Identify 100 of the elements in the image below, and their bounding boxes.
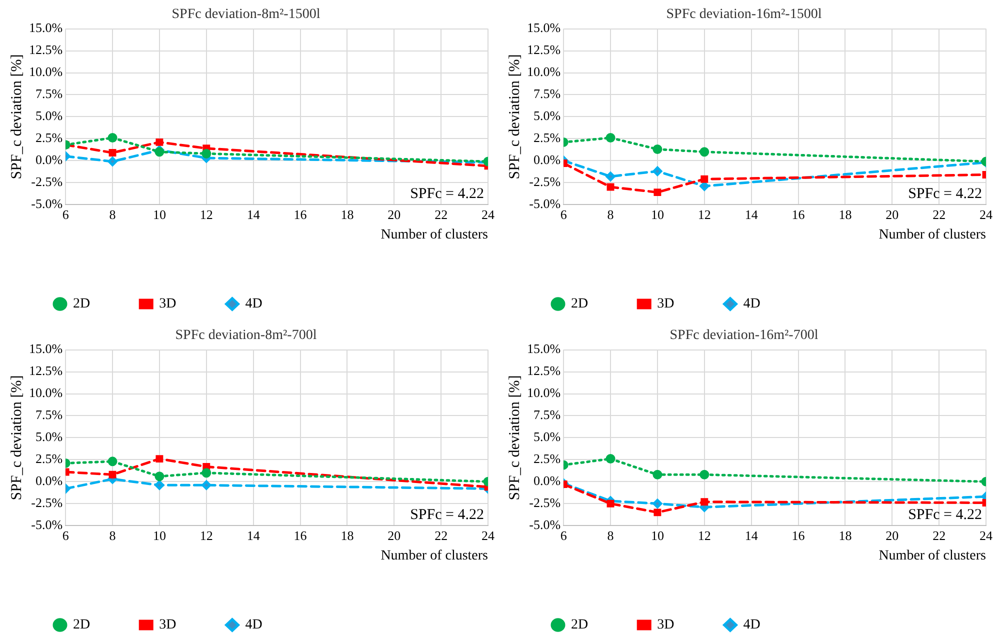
- y-tick-label: 15.0%: [28, 20, 63, 36]
- x-tick-label: 20: [886, 206, 899, 222]
- y-tick-label: 10.0%: [526, 64, 561, 80]
- x-axis-title: Number of clusters: [878, 227, 986, 242]
- chart-title: SPFc deviation-8m²-700l: [175, 328, 317, 344]
- x-tick-label: 18: [340, 528, 354, 543]
- y-axis-title: SPF_c deviation [%]: [8, 54, 25, 180]
- y-tick-label: 10.0%: [28, 64, 63, 80]
- y-tick-label: 12.5%: [526, 363, 561, 378]
- legend-label: 4D: [743, 618, 760, 633]
- y-tick-label: 7.5%: [533, 407, 561, 422]
- legend-label: 4D: [245, 618, 262, 633]
- x-tick-label: 6: [560, 528, 568, 543]
- x-tick-label: 20: [388, 206, 401, 222]
- x-tick-label: 14: [744, 206, 758, 222]
- y-tick-label: 7.5%: [35, 407, 63, 422]
- x-tick-label: 10: [152, 206, 166, 222]
- x-tick-label: 18: [340, 206, 354, 222]
- y-tick-label: 2.5%: [35, 451, 63, 466]
- legend-label: 3D: [657, 296, 674, 312]
- x-tick-label: 6: [62, 206, 70, 222]
- y-tick-label: 15.0%: [28, 341, 63, 356]
- x-tick-label: 22: [932, 206, 946, 222]
- y-axis-title: SPF_c deviation [%]: [506, 375, 523, 500]
- y-tick-label: -2.5%: [31, 174, 63, 190]
- x-tick-label: 16: [792, 528, 806, 543]
- annotation: SPFc = 4.22: [908, 186, 982, 202]
- legend-label: 4D: [743, 296, 760, 312]
- y-tick-label: 10.0%: [28, 385, 63, 400]
- x-tick-label: 24: [980, 206, 993, 222]
- y-tick-label: 0.0%: [533, 152, 561, 168]
- y-tick-label: 5.0%: [35, 429, 63, 444]
- y-tick-label: -2.5%: [31, 495, 63, 510]
- y-tick-label: 12.5%: [526, 42, 561, 58]
- y-tick-label: 2.5%: [533, 130, 561, 146]
- y-tick-label: 0.0%: [35, 152, 63, 168]
- x-tick-label: 8: [109, 528, 116, 543]
- x-tick-label: 6: [62, 528, 70, 543]
- y-tick-label: 7.5%: [533, 86, 561, 102]
- x-tick-label: 10: [152, 528, 166, 543]
- y-tick-label: 2.5%: [35, 130, 63, 146]
- y-tick-label: 7.5%: [35, 86, 63, 102]
- y-tick-label: 12.5%: [28, 363, 63, 378]
- x-tick-label: 12: [200, 528, 213, 543]
- y-tick-label: 0.0%: [35, 473, 63, 488]
- y-axis-title: SPF_c deviation [%]: [506, 54, 523, 180]
- x-tick-label: 22: [932, 528, 946, 543]
- x-tick-label: 10: [650, 528, 664, 543]
- x-axis-title: Number of clusters: [380, 227, 488, 242]
- x-tick-label: 18: [838, 528, 852, 543]
- legend-label: 2D: [571, 296, 588, 312]
- x-tick-label: 16: [294, 206, 308, 222]
- legend-label: 2D: [73, 296, 90, 312]
- x-tick-label: 14: [246, 206, 260, 222]
- chart-title: SPFc deviation-16m²-700l: [670, 328, 818, 344]
- x-tick-label: 10: [650, 206, 664, 222]
- x-axis-title: Number of clusters: [878, 548, 986, 564]
- x-tick-label: 8: [109, 206, 116, 222]
- x-tick-label: 12: [698, 528, 711, 543]
- x-tick-label: 12: [200, 206, 213, 222]
- y-tick-label: 5.0%: [35, 108, 63, 124]
- legend-label: 2D: [571, 618, 588, 633]
- legend-label: 3D: [159, 296, 176, 312]
- y-tick-label: -5.0%: [31, 517, 63, 532]
- y-tick-label: -2.5%: [529, 174, 561, 190]
- chart-title: SPFc deviation-8m²-1500l: [172, 7, 320, 22]
- y-tick-label: 15.0%: [526, 20, 561, 36]
- y-tick-label: -5.0%: [31, 196, 63, 212]
- x-tick-label: 14: [744, 528, 758, 543]
- annotation: SPFc = 4.22: [908, 507, 982, 524]
- y-tick-label: 2.5%: [533, 451, 561, 466]
- x-tick-label: 16: [294, 528, 308, 543]
- y-tick-label: 0.0%: [533, 473, 561, 488]
- legend-label: 4D: [245, 296, 262, 312]
- x-tick-label: 24: [482, 206, 495, 222]
- y-tick-label: 5.0%: [533, 108, 561, 124]
- y-tick-label: -5.0%: [529, 517, 561, 532]
- annotation: SPFc = 4.22: [410, 186, 484, 202]
- x-tick-label: 24: [482, 528, 495, 543]
- x-tick-label: 16: [792, 206, 806, 222]
- x-tick-label: 12: [698, 206, 711, 222]
- annotation: SPFc = 4.22: [410, 507, 484, 524]
- y-tick-label: -2.5%: [529, 495, 561, 510]
- x-tick-label: 14: [246, 528, 260, 543]
- legend-label: 3D: [657, 618, 674, 633]
- y-tick-label: 10.0%: [526, 385, 561, 400]
- x-tick-label: 8: [607, 528, 614, 543]
- x-tick-label: 8: [607, 206, 614, 222]
- y-tick-label: 5.0%: [533, 429, 561, 444]
- y-tick-label: 15.0%: [526, 341, 561, 356]
- y-tick-label: 12.5%: [28, 42, 63, 58]
- x-tick-label: 20: [886, 528, 899, 543]
- chart-title: SPFc deviation-16m²-1500l: [666, 7, 822, 22]
- x-tick-label: 22: [434, 528, 448, 543]
- x-tick-label: 6: [560, 206, 568, 222]
- x-tick-label: 22: [434, 206, 448, 222]
- legend-label: 2D: [73, 618, 90, 633]
- x-tick-label: 20: [388, 528, 401, 543]
- x-tick-label: 24: [980, 528, 993, 543]
- y-axis-title: SPF_c deviation [%]: [8, 375, 25, 500]
